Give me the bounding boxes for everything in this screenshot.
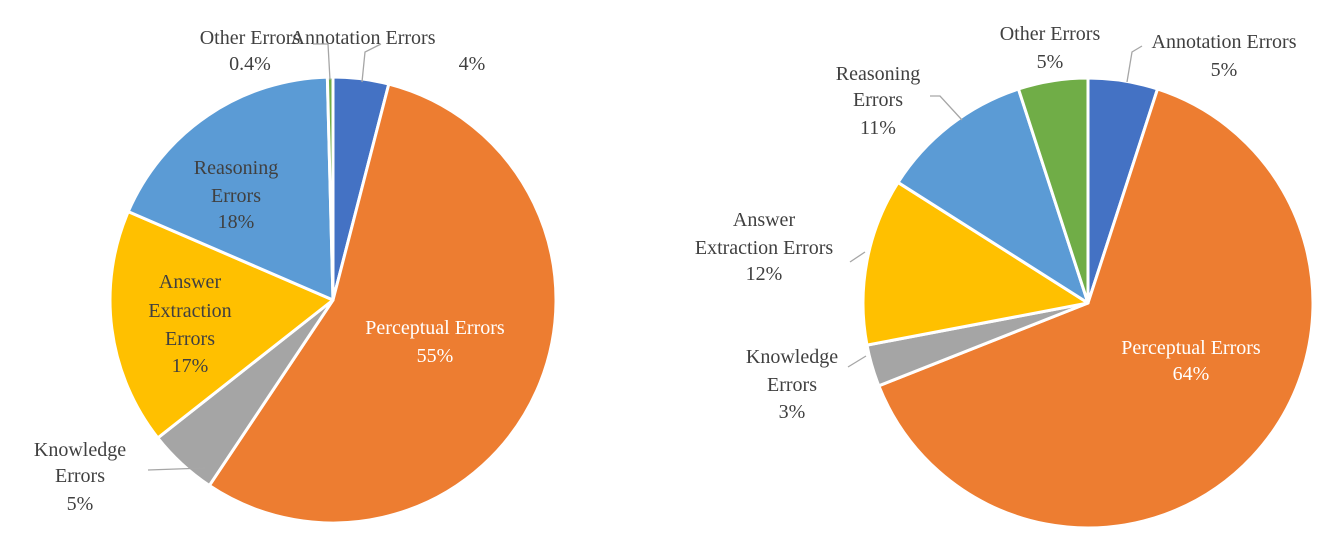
leader-line-knowledge-errors	[847, 355, 867, 368]
data-label-other-errors: 5%	[1037, 51, 1064, 73]
pie-slice-answer-extraction-errors	[861, 180, 1090, 347]
category-label-perceptual-errors: Perceptual Errors	[365, 317, 505, 339]
category-label-knowledge-errors: Knowledge	[34, 439, 126, 461]
data-label-answer-extraction-errors: 17%	[172, 355, 209, 377]
pie-slice-answer-extraction-errors	[108, 210, 335, 440]
category-label-other-errors: Other Errors	[1000, 23, 1101, 45]
category-label-knowledge-errors: Errors	[767, 374, 817, 396]
category-label-answer-extraction-errors: Extraction Errors	[695, 237, 833, 259]
data-label-reasoning-errors: 18%	[218, 211, 255, 233]
category-label-reasoning-errors: Reasoning	[194, 157, 278, 179]
category-label-annotation-errors: Annotation Errors	[1152, 31, 1297, 53]
data-label-perceptual-errors: 55%	[417, 345, 454, 367]
leader-line-other-errors	[313, 43, 331, 81]
category-label-knowledge-errors: Knowledge	[746, 346, 838, 368]
category-label-reasoning-errors: Reasoning	[836, 63, 920, 85]
leader-line-annotation-errors	[1126, 45, 1143, 83]
data-label-perceptual-errors: 64%	[1173, 363, 1210, 385]
data-label-reasoning-errors: 11%	[860, 117, 896, 139]
category-label-answer-extraction-errors: Errors	[165, 328, 215, 350]
category-label-reasoning-errors: Errors	[211, 185, 261, 207]
pie-slice-other-errors	[1016, 76, 1090, 305]
category-label-perceptual-errors: Perceptual Errors	[1121, 337, 1261, 359]
pie-chart-2: Annotation Errors 5% Perceptual Errors 64% K…	[695, 23, 1315, 530]
data-label-annotation-errors: 5%	[1211, 59, 1238, 81]
category-label-answer-extraction-errors: Answer	[733, 209, 796, 231]
category-label-answer-extraction-errors: Extraction	[148, 300, 231, 322]
data-label-answer-extraction-errors: 12%	[746, 263, 783, 285]
category-label-annotation-errors: Annotation Errors	[291, 27, 436, 49]
data-label-annotation-errors: 4%	[459, 53, 486, 75]
pie-slice-reasoning-errors	[896, 87, 1090, 305]
pie-slice-perceptual-errors	[877, 87, 1315, 530]
leader-line-reasoning-errors	[930, 95, 963, 121]
pie-slice-perceptual-errors	[207, 82, 558, 525]
category-label-other-errors: Other Errors	[200, 27, 301, 49]
leader-line-answer-extraction-errors	[849, 251, 866, 263]
category-label-knowledge-errors: Errors	[55, 465, 105, 487]
data-label-knowledge-errors: 3%	[779, 401, 806, 423]
data-label-other-errors: 0.4%	[229, 53, 271, 75]
pie-slice-reasoning-errors	[126, 75, 335, 302]
category-label-answer-extraction-errors: Answer	[159, 271, 222, 293]
pie-chart-1: Annotation Errors 4% Perceptual Errors 55% K…	[34, 27, 558, 525]
data-label-knowledge-errors: 5%	[67, 493, 94, 515]
leader-line-annotation-errors	[361, 43, 382, 83]
leader-line-knowledge-errors	[147, 467, 206, 471]
category-label-reasoning-errors: Errors	[853, 89, 903, 111]
